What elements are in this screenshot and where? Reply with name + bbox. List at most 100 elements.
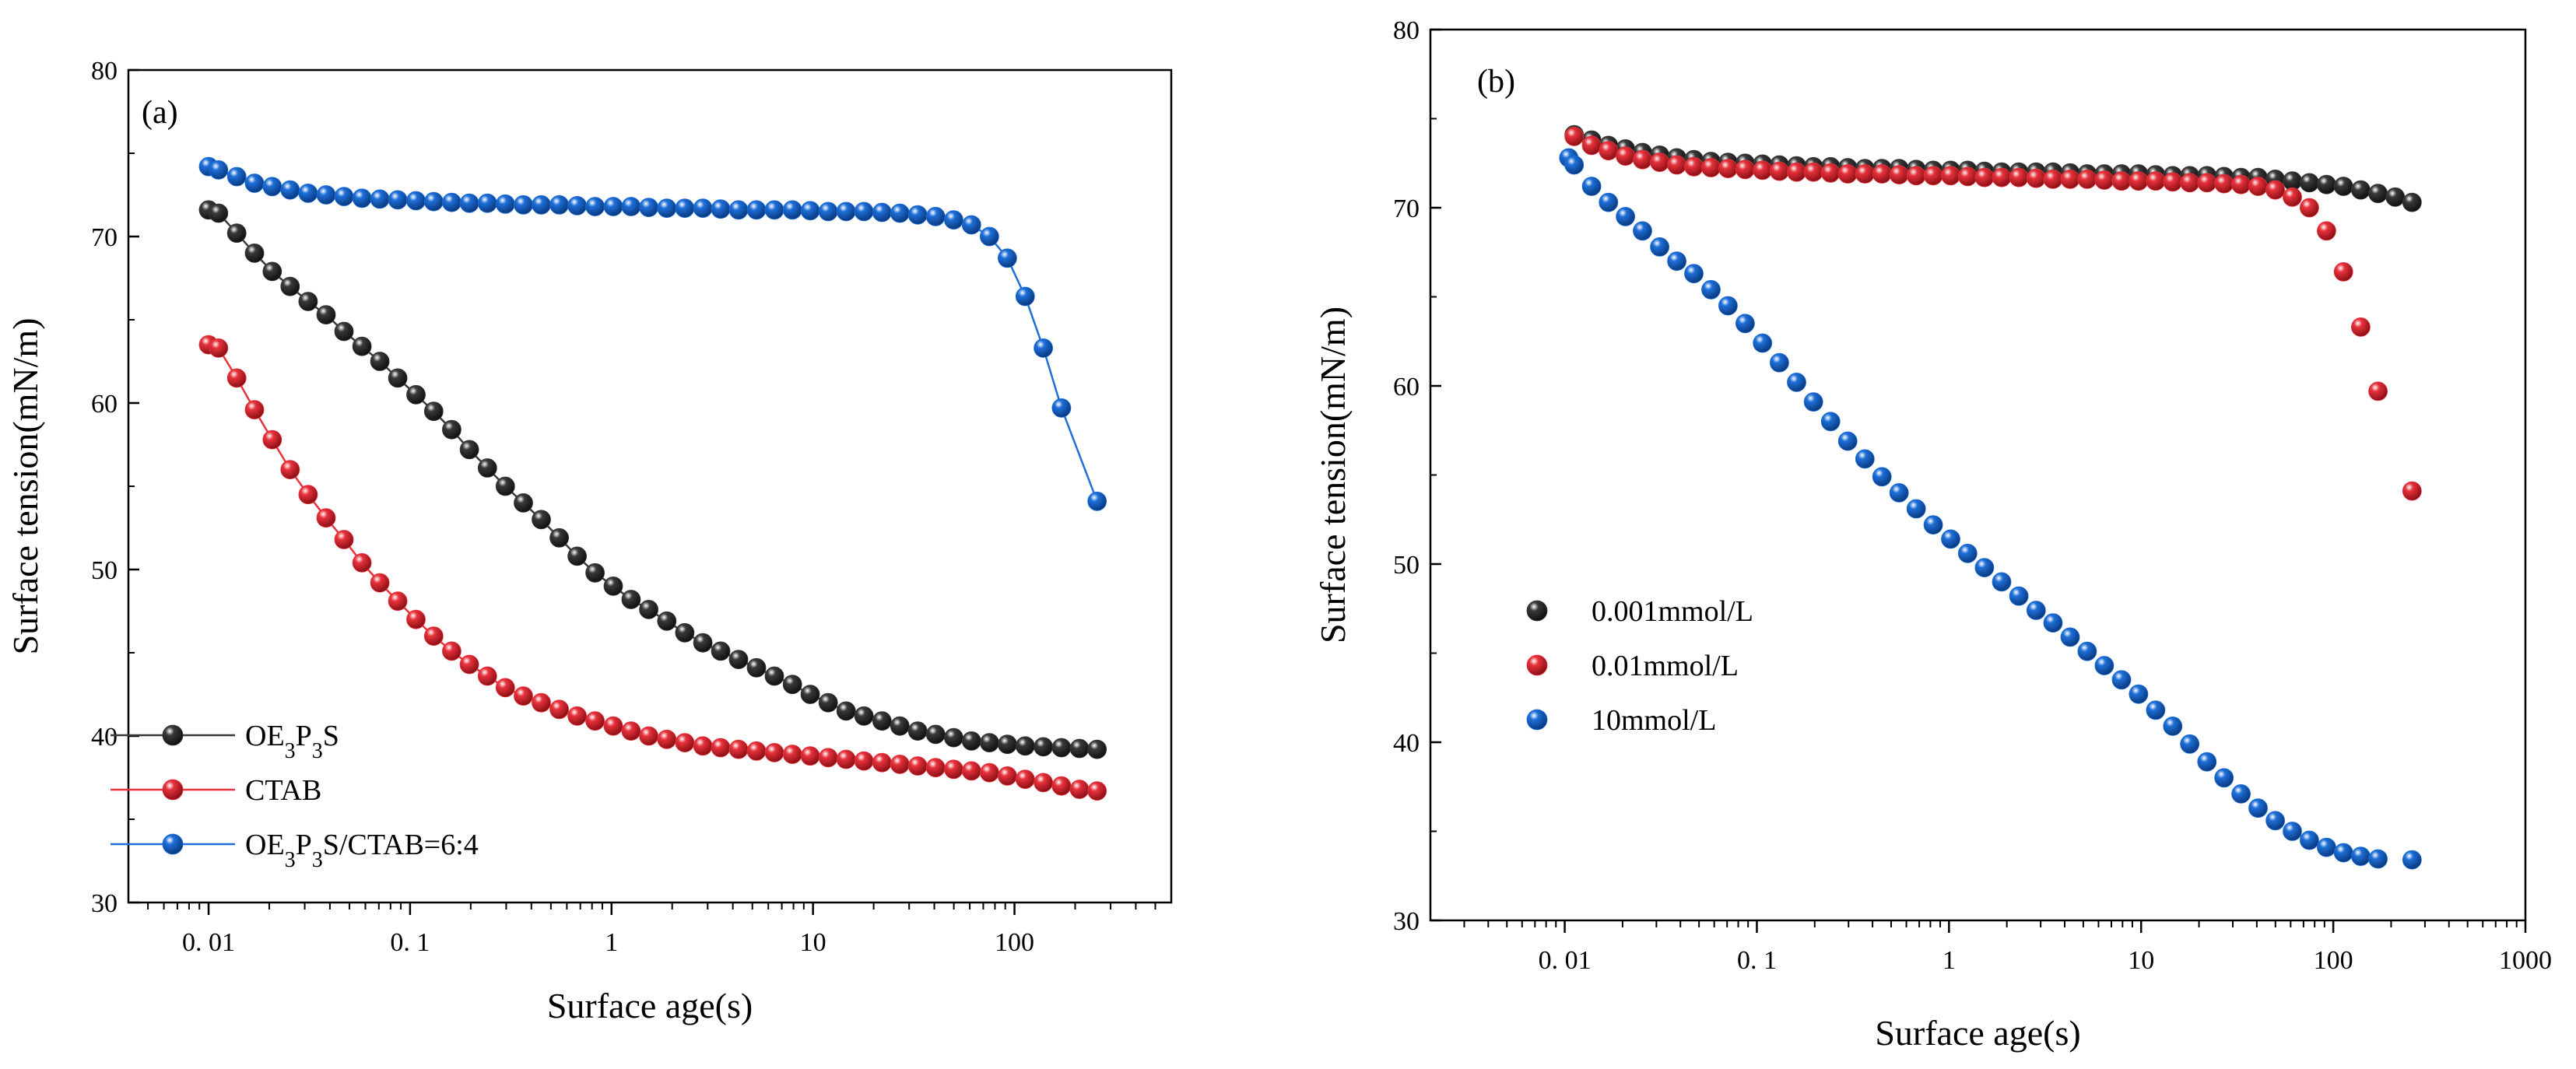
data-point: [423, 626, 444, 646]
data-point: [532, 195, 551, 215]
data-point: [907, 205, 928, 225]
legend-label-part: P: [296, 829, 312, 861]
data-point: [423, 191, 444, 212]
x-tick-label: 0. 1: [390, 928, 430, 957]
data-point: [746, 657, 767, 678]
data-point: [1787, 162, 1806, 182]
data-point: [2350, 317, 2371, 337]
y-tick-label: 80: [1393, 16, 1420, 45]
legend-label-part: CTAB: [245, 774, 321, 807]
data-point: [1906, 166, 1926, 186]
data-point: [1051, 398, 1072, 418]
data-point: [549, 527, 569, 548]
data-point: [2163, 172, 2183, 192]
data-point: [1616, 146, 1636, 166]
y-tick-label: 70: [91, 223, 118, 252]
x-axis-title: Surface age(s): [547, 986, 753, 1025]
data-point: [1735, 159, 1755, 180]
data-point: [1599, 141, 1619, 161]
legend-entry-0: OE3P3S: [111, 720, 339, 763]
legend-entry-0: 0.001mmol/L: [1526, 595, 1753, 628]
data-point: [459, 440, 479, 460]
x-tick-label: 0. 1: [1737, 946, 1777, 975]
x-tick-label: 1000: [2499, 946, 2552, 975]
data-point: [2197, 752, 2217, 772]
data-point: [1087, 491, 1107, 511]
data-point: [567, 546, 587, 566]
data-point: [621, 590, 641, 609]
data-point: [2283, 187, 2302, 207]
data-point: [406, 191, 426, 211]
y-tick-label: 40: [1393, 729, 1420, 758]
data-point: [1889, 165, 1909, 185]
data-point: [280, 180, 300, 200]
y-tick-label: 60: [91, 390, 118, 419]
legend-entry-1: 0.01mmol/L: [1526, 650, 1739, 682]
data-point: [657, 729, 677, 749]
data-point: [226, 368, 247, 388]
data-point: [280, 276, 300, 296]
data-point: [2231, 174, 2251, 195]
y-tick-label: 50: [1393, 551, 1420, 580]
data-point: [728, 200, 749, 220]
legend-label: CTAB: [245, 774, 321, 807]
x-tick-label: 1: [1943, 946, 1956, 975]
data-point: [2385, 187, 2406, 207]
data-point: [442, 641, 462, 661]
data-point: [1974, 558, 1995, 577]
legend-label-part: OE: [245, 829, 285, 861]
legend-entry-1: CTAB: [111, 774, 321, 807]
legend-marker: [162, 833, 184, 855]
data-point: [818, 692, 838, 713]
data-point: [998, 734, 1017, 755]
data-point: [818, 202, 838, 222]
y-tick-label: 30: [91, 889, 118, 918]
data-point: [298, 485, 318, 505]
data-point: [675, 733, 695, 752]
data-point: [1820, 412, 1841, 432]
legend-entry-2: OE3P3S/CTAB=6:4: [111, 829, 479, 872]
data-point: [1034, 773, 1053, 793]
data-point: [2402, 850, 2422, 870]
data-point: [980, 762, 999, 783]
data-point: [1941, 166, 1960, 186]
data-point: [1718, 159, 1738, 179]
data-point: [388, 190, 408, 210]
data-point: [925, 206, 946, 226]
data-point: [657, 611, 677, 631]
panel-label: (a): [142, 95, 178, 131]
data-point: [1633, 221, 1652, 241]
data-point: [1069, 780, 1090, 799]
data-point: [2333, 261, 2353, 282]
y-tick-label: 80: [91, 57, 118, 86]
data-point: [1564, 126, 1585, 146]
data-point: [1684, 264, 1704, 284]
legend-label-part: 3: [312, 848, 323, 872]
data-point: [2026, 601, 2046, 620]
data-point: [352, 188, 372, 209]
data-point: [477, 666, 497, 686]
data-point: [226, 166, 247, 187]
legend-label-part: 3: [285, 848, 296, 872]
data-point: [728, 739, 749, 759]
data-point: [1667, 251, 1687, 272]
data-point: [2043, 169, 2063, 189]
data-point: [764, 743, 784, 762]
data-point: [1034, 737, 1053, 757]
data-point: [1923, 166, 1943, 186]
data-point: [316, 305, 336, 325]
panel-label: (b): [1477, 64, 1515, 100]
data-point: [1633, 149, 1652, 170]
data-point: [603, 716, 623, 736]
data-point: [226, 223, 247, 244]
data-point: [728, 650, 749, 669]
series-line: [208, 343, 1097, 792]
x-tick-label: 0. 01: [1539, 946, 1592, 975]
data-point: [459, 193, 479, 213]
data-point: [1599, 192, 1619, 212]
y-tick-label: 70: [1393, 195, 1420, 223]
data-point: [2248, 177, 2268, 196]
data-point: [980, 226, 999, 247]
data-point: [800, 746, 820, 766]
data-point: [1581, 177, 1602, 196]
